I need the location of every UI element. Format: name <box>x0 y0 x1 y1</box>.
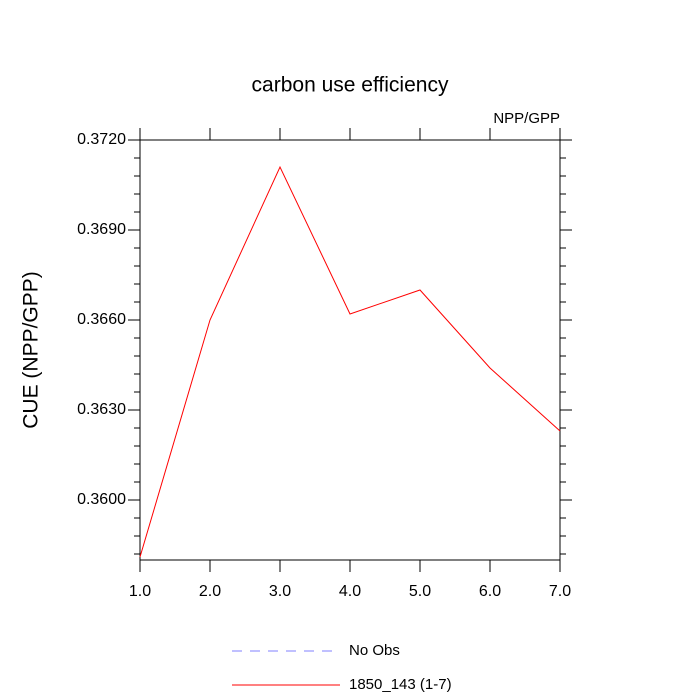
legend-label: No Obs <box>349 642 400 659</box>
legend-label: 1850_143 (1-7) <box>349 676 452 693</box>
plot-frame <box>139 139 561 561</box>
y-tick-label: 0.3690 <box>77 221 126 238</box>
x-tick-label: 7.0 <box>549 583 571 600</box>
y-tick-label: 0.3630 <box>77 401 126 418</box>
data-line <box>139 165 561 558</box>
x-tick-label: 1.0 <box>129 583 151 600</box>
x-tick-label: 2.0 <box>199 583 221 600</box>
chart-subtitle: NPP/GPP <box>493 110 560 127</box>
y-tick-label: 0.3660 <box>77 311 126 328</box>
x-tick-label: 4.0 <box>339 583 361 600</box>
y-tick-label: 0.3600 <box>77 491 126 508</box>
x-tick-label: 5.0 <box>409 583 431 600</box>
x-tick-label: 3.0 <box>269 583 291 600</box>
x-tick-label: 6.0 <box>479 583 501 600</box>
chart-title: carbon use efficiency <box>252 74 449 97</box>
y-tick-label: 0.3720 <box>77 131 126 148</box>
y-axis-label: CUE (NPP/GPP) <box>20 271 43 429</box>
